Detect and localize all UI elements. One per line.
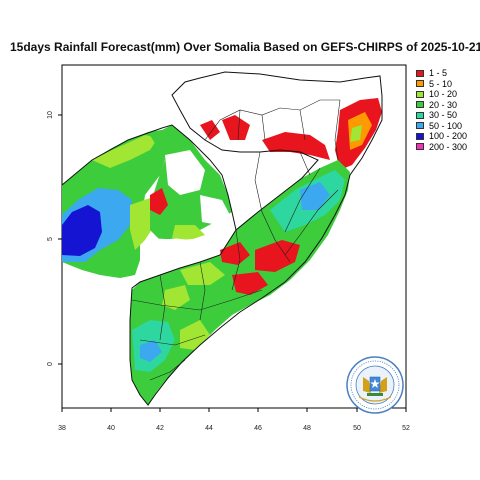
legend-swatch [416,143,424,151]
legend-swatch [416,111,424,119]
legend-swatch [416,80,424,88]
legend-label: 30 - 50 [429,110,458,121]
legend: 1 - 5 5 - 10 10 - 20 20 - 30 30 - 50 50 … [416,68,467,152]
legend-item-100-200: 100 - 200 [416,131,467,142]
legend-label: 10 - 20 [429,89,458,100]
district-boundaries [131,99,341,381]
x-tick-40: 40 [107,425,115,432]
x-tick-38: 38 [58,425,66,432]
map-title: 15days Rainfall Forecast(mm) Over Somali… [10,40,480,54]
legend-item-1-5: 1 - 5 [416,68,467,79]
y-tick-5: 5 [47,237,54,241]
ethiopia-border [61,124,237,231]
somalia-boundary [129,71,383,406]
y-tick-0: 0 [47,362,54,366]
legend-label: 1 - 5 [429,68,448,79]
legend-label: 5 - 10 [429,78,453,89]
x-axis: 38 40 42 44 46 48 50 52 [58,408,410,432]
legend-swatch [416,122,424,130]
x-tick-42: 42 [156,425,164,432]
x-tick-48: 48 [303,425,311,432]
legend-item-20-30: 20 - 30 [416,100,467,111]
legend-swatch [416,132,424,140]
y-tick-10: 10 [47,111,54,119]
legend-label: 200 - 300 [429,141,468,152]
x-tick-52: 52 [402,425,410,432]
legend-swatch [416,69,424,77]
x-tick-44: 44 [205,425,213,432]
south-somalia-rainfall [130,160,350,405]
legend-swatch [416,101,424,109]
legend-item-200-300: 200 - 300 [416,142,467,153]
x-tick-50: 50 [353,425,361,432]
legend-item-5-10: 5 - 10 [416,79,467,90]
legend-label: 50 - 100 [429,120,463,131]
legend-label: 100 - 200 [429,131,468,142]
legend-item-50-100: 50 - 100 [416,121,467,132]
legend-label: 20 - 30 [429,99,458,110]
legend-item-10-20: 10 - 20 [416,89,467,100]
ethiopia-rainfall [62,125,232,278]
y-axis: 10 5 0 [47,111,62,366]
legend-item-30-50: 30 - 50 [416,110,467,121]
legend-swatch [416,90,424,98]
somalia-emblem-icon [346,356,404,414]
x-tick-46: 46 [254,425,262,432]
